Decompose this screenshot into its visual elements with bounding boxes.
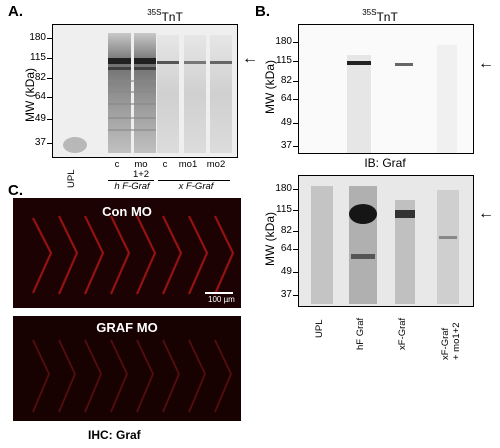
panel-b-letter: B. <box>255 3 270 20</box>
panel-a-title-sup: 35S <box>147 8 162 17</box>
panel-a-lane-mo1: mo1 <box>178 159 198 170</box>
panel-b2-lane-xf-mo-text: xF-Graf + mo1+2 <box>440 322 462 361</box>
panel-b-tick-mark <box>293 81 298 82</box>
panel-a-x-underline <box>158 180 230 181</box>
panel-a-tick-mark <box>47 58 52 59</box>
panel-b-tick-mark <box>293 99 298 100</box>
panel-a-tick-mark <box>47 97 52 98</box>
panel-b2-tick-mark <box>293 231 298 232</box>
panel-a-lane-c2: c <box>162 159 168 170</box>
panel-c-bottom-image: GRAF MO <box>13 316 241 421</box>
panel-b-tick-label: 82 <box>280 75 292 86</box>
panel-c-top-label: Con MO <box>102 204 152 219</box>
panel-a-tick-label: 180 <box>29 32 46 43</box>
panel-b-tick-label: 37 <box>280 140 292 151</box>
panel-a-letter: A. <box>8 3 23 20</box>
panel-b-tick-label: 115 <box>276 55 292 66</box>
panel-c-bottom-label: GRAF MO <box>96 320 158 335</box>
panel-b-blot-image <box>299 25 473 153</box>
panel-a-arrow-icon: ← <box>242 50 258 67</box>
panel-a-title-main: TnT <box>161 10 183 24</box>
panel-b2-lane-hf: hF Graf <box>355 317 366 350</box>
panel-a-tick-mark <box>47 143 52 144</box>
panel-b2-tick-mark <box>293 189 298 190</box>
panel-b2-tick-mark <box>293 249 298 250</box>
panel-a-tick-label: 49 <box>34 113 46 124</box>
panel-c-footer: IHC: Graf <box>88 428 141 442</box>
panel-a-lane-mo12-text: mo 1+2 <box>132 159 150 180</box>
panel-b-title-main: TnT <box>376 10 398 24</box>
panel-a-blot-image <box>53 25 237 157</box>
panel-a-tick-mark <box>47 119 52 120</box>
panel-b2-tick-mark <box>293 272 298 273</box>
panel-a-tick-label: 37 <box>34 137 46 148</box>
panel-b-tick-label: 64 <box>280 93 292 104</box>
panel-b-tick-label: 180 <box>275 36 292 47</box>
panel-c-bottom-chevrons <box>13 316 241 421</box>
panel-b-tick-mark <box>293 146 298 147</box>
panel-b2-lane-xf: xF-Graf <box>397 317 408 350</box>
panel-a-tick-mark <box>47 38 52 39</box>
panel-b-tick-label: 49 <box>280 117 292 128</box>
panel-b2-tick-mark <box>293 295 298 296</box>
panel-a-upl-label: UPL <box>66 169 77 188</box>
panel-a-tick-label: 64 <box>34 91 46 102</box>
panel-b2-tick-label: 49 <box>280 266 292 277</box>
panel-a-blot <box>52 24 238 158</box>
panel-c-letter: C. <box>8 182 23 199</box>
panel-a-lane-c1: c <box>114 159 120 170</box>
panel-b2-tick-label: 64 <box>280 243 292 254</box>
panel-b-title: 35STnT <box>340 8 420 24</box>
panel-b-tick-mark <box>293 42 298 43</box>
panel-b2-blot <box>298 175 474 307</box>
panel-a-tick-mark <box>47 78 52 79</box>
panel-b2-arrow-icon: ← <box>478 205 494 222</box>
panel-c-top-image: Con MO 100 µm <box>13 198 241 308</box>
panel-a-tick-label: 115 <box>30 52 46 63</box>
panel-b2-tick-label: 115 <box>276 204 292 215</box>
panel-b-blot <box>298 24 474 154</box>
panel-a-h-underline <box>108 180 154 181</box>
panel-a-group-x: x F-Graf <box>178 181 214 192</box>
panel-c-scale-bar: 100 µm <box>208 295 235 304</box>
panel-b2-tick-label: 37 <box>280 289 292 300</box>
panel-b2-lane-upl: UPL <box>314 319 325 338</box>
panel-b-arrow-icon: ← <box>478 55 494 72</box>
panel-a-tick-label: 82 <box>34 72 46 83</box>
panel-b2-lane-xf-mo: xF-Graf + mo1+2 <box>440 323 462 361</box>
panel-b-tick-mark <box>293 123 298 124</box>
panel-b2-tick-label: 82 <box>280 225 292 236</box>
panel-b-ib-label: IB: Graf <box>364 156 406 170</box>
panel-b2-blot-image <box>299 176 473 306</box>
panel-a-lane-mo2: mo2 <box>206 159 226 170</box>
panel-b2-tick-mark <box>293 210 298 211</box>
panel-b2-tick-label: 180 <box>275 183 292 194</box>
panel-b-tick-mark <box>293 61 298 62</box>
panel-b-title-sup: 35S <box>362 8 377 17</box>
panel-a-lane-mo12: mo 1+2 <box>128 160 154 180</box>
panel-a-title: 35STnT <box>125 8 205 24</box>
panel-a-group-h: h F-Graf <box>114 181 150 192</box>
panel-c-top-chevrons <box>13 198 241 308</box>
